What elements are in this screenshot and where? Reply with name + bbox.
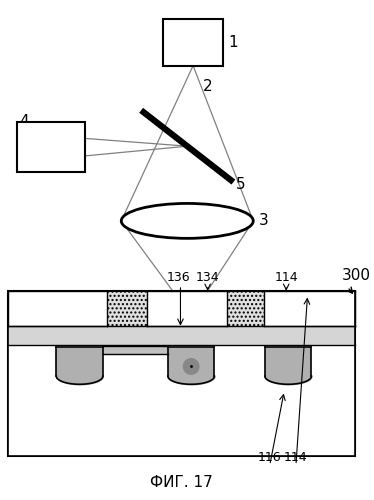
Text: 114: 114 <box>275 271 298 284</box>
Bar <box>168 347 214 376</box>
Text: 134: 134 <box>196 271 220 284</box>
Bar <box>56 347 103 376</box>
Text: 1: 1 <box>228 35 237 50</box>
Bar <box>265 347 312 376</box>
Text: 5: 5 <box>236 176 245 192</box>
Text: 136: 136 <box>167 271 190 284</box>
Bar <box>147 291 227 326</box>
Circle shape <box>183 358 199 374</box>
Ellipse shape <box>121 204 253 238</box>
Bar <box>163 19 223 66</box>
Text: 3: 3 <box>259 214 269 228</box>
Bar <box>8 345 355 456</box>
Bar <box>8 291 107 326</box>
Text: 2: 2 <box>203 80 212 94</box>
Bar <box>8 291 355 456</box>
Text: 300: 300 <box>341 268 371 283</box>
Bar <box>264 291 355 326</box>
Bar <box>103 346 168 354</box>
Text: ФИГ. 17: ФИГ. 17 <box>150 476 213 490</box>
Text: 116: 116 <box>258 452 282 464</box>
Text: 4: 4 <box>19 114 29 129</box>
Bar <box>8 326 355 345</box>
Bar <box>18 122 85 172</box>
Text: 114: 114 <box>284 452 308 464</box>
